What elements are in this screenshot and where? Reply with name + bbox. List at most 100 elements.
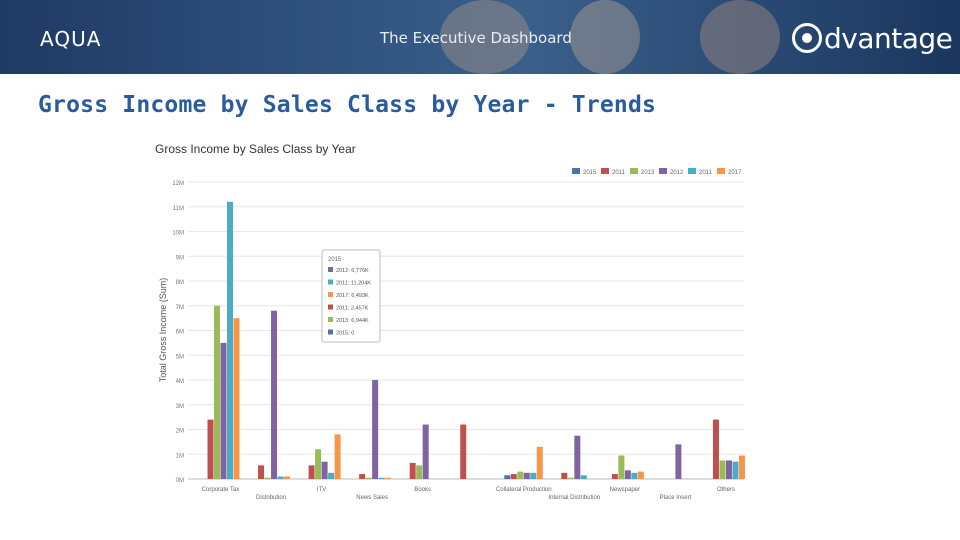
- bar-2012-corporate-tax: [220, 342, 227, 479]
- y-tick-label: 12M: [172, 181, 184, 187]
- header-banner: AQUA The Executive Dashboard dvantage: [0, 0, 960, 74]
- bar-2011-collateral-production: [530, 472, 537, 479]
- x-tick-label: Internal Distribution: [548, 495, 600, 500]
- legend-label: 2017: [728, 170, 742, 176]
- banner-photo-person-1: [440, 0, 530, 74]
- x-tick-label: Corporate Tax: [202, 487, 240, 493]
- bar-2011-newspaper: [611, 474, 618, 479]
- legend-swatch: [601, 168, 609, 174]
- y-tick-label: 3M: [176, 404, 184, 410]
- x-tick-label: Collateral Production: [496, 487, 552, 493]
- legend-swatch: [688, 168, 696, 174]
- bar-2011-corporate-tax: [227, 201, 233, 480]
- x-tick-label: Others: [717, 487, 735, 493]
- bar-2011-distribution: [277, 476, 284, 479]
- tooltip-header: 2015: [328, 257, 342, 263]
- tooltip-swatch: [328, 317, 333, 322]
- bar-2013-collateral-production: [517, 471, 524, 479]
- tooltip-box: [321, 249, 381, 343]
- bar-2017-corporate-tax: [233, 318, 240, 479]
- tooltip-swatch: [328, 267, 333, 272]
- page-title: Gross Income by Sales Class by Year - Tr…: [38, 92, 657, 118]
- legend-label: 2012: [670, 170, 684, 176]
- bar-2011-blank: [460, 424, 467, 479]
- tooltip-entry: 2013: 6,944K: [336, 318, 369, 324]
- brand-name: AQUA: [40, 27, 102, 51]
- bar-2011-itv: [308, 465, 315, 479]
- bar-2012-itv: [321, 461, 328, 479]
- x-tick-label: News Sales: [356, 495, 388, 500]
- company-logo[interactable]: dvantage: [792, 20, 953, 56]
- bar-2011-newspaper: [631, 472, 638, 479]
- bar-2012-newspaper: [624, 470, 631, 479]
- y-tick-label: 7M: [176, 305, 184, 311]
- y-tick-label: 9M: [176, 255, 184, 261]
- y-tick-label: 5M: [176, 354, 184, 360]
- tooltip-swatch: [328, 279, 333, 285]
- x-tick-label: Books: [414, 487, 431, 493]
- y-tick-label: 0M: [176, 478, 184, 484]
- bar-2017-news-sales: [385, 477, 392, 479]
- chart-title: Gross Income by Sales Class by Year: [155, 142, 356, 156]
- legend-label: 2011: [612, 170, 626, 176]
- bar-2011-books: [409, 462, 416, 479]
- chart-container: Gross Income by Sales Class by Year 2015…: [152, 138, 758, 501]
- bar-2012-news-sales: [372, 380, 379, 479]
- y-tick-label: 4M: [176, 379, 184, 385]
- x-tick-label: Newspaper: [610, 487, 640, 493]
- bar-2012-others: [725, 460, 732, 479]
- bar-2011-internal-distribution: [580, 475, 587, 479]
- bar-2011-itv: [328, 472, 335, 479]
- y-tick-label: 6M: [176, 330, 184, 336]
- bar-2012-distribution: [271, 310, 278, 479]
- bar-2012-internal-distribution: [574, 435, 581, 479]
- bar-2011-distribution: [258, 465, 265, 479]
- bar-2017-itv: [334, 434, 341, 479]
- bar-2011-internal-distribution: [561, 472, 568, 479]
- bar-2013-books: [416, 465, 423, 479]
- logo-icon: [792, 23, 822, 53]
- bar-2013-newspaper: [618, 455, 625, 479]
- tooltip-swatch: [328, 304, 333, 310]
- tooltip-swatch: [328, 329, 333, 335]
- chart-legend: 2015 2011 2013 2012 2011 2017: [572, 168, 742, 176]
- bar-2015-collateral-production: [504, 475, 511, 479]
- bar-2017-collateral-production: [536, 446, 543, 479]
- legend-label: 2015: [583, 170, 597, 176]
- bar-2013-news-sales: [365, 477, 372, 479]
- y-tick-label: 2M: [176, 429, 184, 435]
- bar-2012-books: [422, 424, 429, 479]
- bar-2011-news-sales: [359, 474, 366, 479]
- tooltip-swatch: [328, 292, 333, 297]
- bar-2013-itv: [315, 449, 322, 479]
- logo-text: dvantage: [824, 21, 953, 55]
- bar-2012-place-insert: [675, 444, 682, 479]
- y-axis-label: Total Gross Income (Sum): [158, 278, 168, 383]
- bar-2011-collateral-production: [510, 474, 517, 479]
- bar-chart: Gross Income by Sales Class by Year 2015…: [155, 142, 745, 501]
- bar-2013-others: [719, 460, 726, 479]
- tooltip-entry: 2015: 0: [336, 331, 354, 337]
- banner-photo-person-3: [700, 0, 780, 74]
- bar-2013-corporate-tax: [214, 305, 220, 479]
- y-tick-label: 1M: [176, 453, 184, 459]
- bar-2011-others: [712, 419, 719, 479]
- y-tick-label: 8M: [176, 280, 184, 286]
- y-tick-label: 10M: [172, 231, 184, 237]
- dashboard-title: The Executive Dashboard: [380, 29, 572, 47]
- tooltip-entry: 2012: 6,776K: [336, 268, 369, 274]
- legend-swatch: [717, 168, 725, 174]
- legend-label: 2013: [641, 170, 655, 176]
- y-tick-label: 11M: [173, 206, 184, 212]
- bar-2011-others: [732, 461, 739, 479]
- bar-2012-collateral-production: [523, 472, 530, 479]
- tooltip-entry: 2011: 11,204K: [336, 281, 371, 287]
- chart-bars: [207, 201, 745, 480]
- x-axis-labels: Corporate Tax Distribution ITV News Sales Bo…: [202, 487, 735, 501]
- legend-swatch: [659, 168, 667, 174]
- banner-photo-person-2: [570, 0, 640, 74]
- x-tick-label: ITV: [317, 487, 326, 493]
- x-tick-label: Distribution: [256, 495, 286, 500]
- bar-2017-newspaper: [637, 471, 644, 479]
- legend-label: 2011: [699, 170, 713, 176]
